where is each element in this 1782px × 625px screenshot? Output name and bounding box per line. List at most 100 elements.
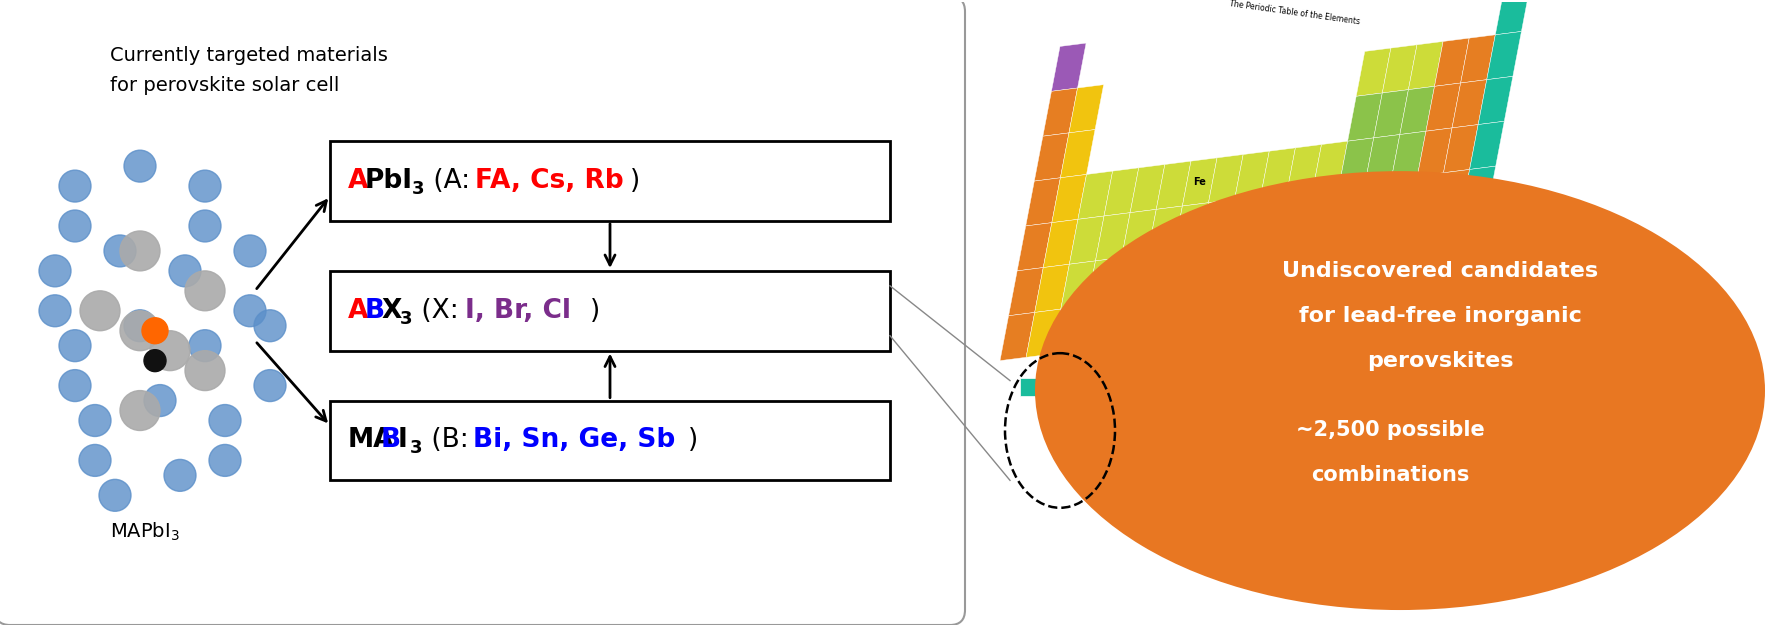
Text: ): )	[590, 298, 601, 324]
Polygon shape	[1000, 312, 1034, 361]
Polygon shape	[1500, 370, 1529, 394]
Circle shape	[100, 479, 130, 511]
Circle shape	[208, 404, 241, 436]
Circle shape	[39, 255, 71, 287]
Ellipse shape	[1034, 171, 1764, 610]
Polygon shape	[1312, 141, 1347, 189]
Polygon shape	[1374, 221, 1408, 269]
Circle shape	[119, 311, 160, 351]
Polygon shape	[1016, 222, 1051, 271]
Polygon shape	[1443, 124, 1477, 172]
Polygon shape	[1278, 189, 1312, 238]
Text: X: X	[381, 298, 403, 324]
Text: B: B	[365, 298, 385, 324]
Text: (B:: (B:	[422, 428, 478, 454]
Circle shape	[185, 271, 225, 311]
Polygon shape	[1408, 173, 1443, 221]
Polygon shape	[1417, 128, 1451, 176]
Polygon shape	[1251, 192, 1287, 241]
Text: MA: MA	[347, 428, 394, 454]
Polygon shape	[1148, 206, 1181, 254]
Polygon shape	[1265, 386, 1296, 411]
Circle shape	[59, 210, 91, 242]
Polygon shape	[1130, 296, 1165, 344]
Polygon shape	[1190, 244, 1226, 292]
Text: combinations: combinations	[1310, 466, 1468, 486]
Polygon shape	[1390, 131, 1426, 179]
Polygon shape	[1356, 48, 1390, 96]
Polygon shape	[1383, 356, 1413, 380]
Text: Undiscovered candidates: Undiscovered candidates	[1281, 261, 1597, 281]
Text: 3: 3	[399, 310, 412, 328]
Circle shape	[253, 369, 285, 401]
Text: MAPbI$_3$: MAPbI$_3$	[110, 520, 180, 542]
Polygon shape	[1408, 41, 1442, 89]
Polygon shape	[1112, 254, 1148, 302]
Text: 3: 3	[412, 180, 424, 198]
Polygon shape	[1103, 299, 1139, 348]
Circle shape	[164, 459, 196, 491]
Circle shape	[253, 310, 285, 342]
Circle shape	[125, 310, 155, 342]
Polygon shape	[1324, 359, 1354, 384]
Polygon shape	[1009, 268, 1042, 316]
Polygon shape	[1435, 38, 1468, 86]
Circle shape	[189, 210, 221, 242]
Polygon shape	[1529, 368, 1559, 392]
Polygon shape	[1199, 199, 1233, 248]
Polygon shape	[1442, 352, 1472, 376]
Polygon shape	[1094, 213, 1130, 261]
Polygon shape	[1468, 121, 1504, 169]
Polygon shape	[1338, 138, 1372, 186]
Polygon shape	[1529, 346, 1559, 370]
Circle shape	[233, 235, 266, 267]
Polygon shape	[1087, 258, 1121, 306]
Polygon shape	[1500, 348, 1529, 372]
Circle shape	[233, 295, 266, 327]
Polygon shape	[1242, 238, 1278, 286]
Circle shape	[189, 170, 221, 202]
Polygon shape	[1477, 76, 1511, 124]
Text: perovskites: perovskites	[1367, 351, 1513, 371]
Polygon shape	[1149, 394, 1178, 419]
Polygon shape	[1226, 196, 1260, 244]
Polygon shape	[1459, 35, 1495, 83]
Polygon shape	[1178, 369, 1208, 394]
Polygon shape	[1034, 133, 1069, 181]
Polygon shape	[1139, 251, 1173, 299]
Polygon shape	[1365, 266, 1399, 314]
Polygon shape	[1078, 171, 1112, 219]
Polygon shape	[1051, 174, 1085, 222]
Polygon shape	[1119, 374, 1149, 398]
Polygon shape	[1304, 186, 1338, 234]
Polygon shape	[1356, 179, 1390, 228]
Polygon shape	[1233, 151, 1269, 199]
Polygon shape	[1296, 362, 1324, 386]
FancyBboxPatch shape	[0, 0, 964, 625]
Circle shape	[119, 231, 160, 271]
Circle shape	[59, 170, 91, 202]
Polygon shape	[1296, 384, 1324, 409]
Text: ~2,500 possible: ~2,500 possible	[1296, 421, 1484, 441]
Circle shape	[150, 331, 191, 371]
Circle shape	[80, 291, 119, 331]
Circle shape	[119, 391, 160, 431]
Text: Currently targeted materials: Currently targeted materials	[110, 46, 388, 66]
Circle shape	[189, 330, 221, 362]
Text: for lead-free inorganic: for lead-free inorganic	[1297, 306, 1581, 326]
Text: (A:: (A:	[424, 168, 478, 194]
Polygon shape	[1399, 86, 1435, 134]
Polygon shape	[1372, 89, 1408, 138]
Polygon shape	[1121, 209, 1155, 258]
Bar	[1075, 378, 1098, 396]
Bar	[330, 401, 889, 481]
Polygon shape	[1347, 224, 1381, 272]
Polygon shape	[1413, 376, 1442, 401]
Polygon shape	[1324, 382, 1354, 406]
Polygon shape	[1381, 45, 1417, 93]
Polygon shape	[1452, 211, 1486, 259]
Polygon shape	[1237, 388, 1265, 412]
Polygon shape	[1269, 234, 1304, 282]
Polygon shape	[1173, 202, 1208, 251]
Polygon shape	[1025, 309, 1060, 358]
